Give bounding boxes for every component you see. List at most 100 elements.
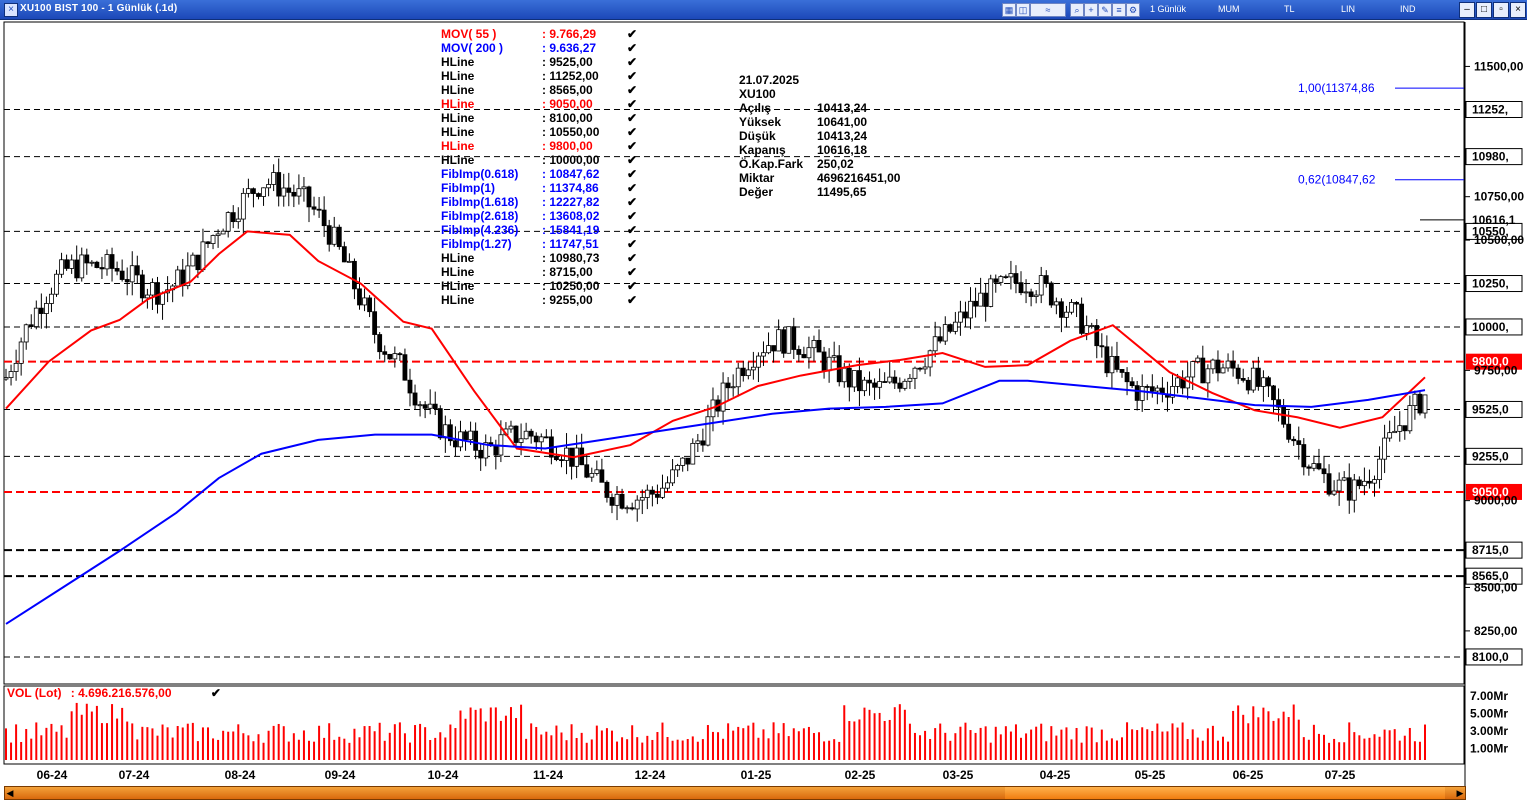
legend-row[interactable]: HLine: 9255,00 ✔	[441, 293, 637, 307]
time-scrollbar[interactable]: ◀ ▶	[4, 786, 1466, 800]
legend-check-icon[interactable]: ✔	[627, 55, 638, 69]
candle	[150, 278, 155, 310]
candle	[594, 460, 600, 476]
legend-row[interactable]: HLine: 8715,00 ✔	[441, 265, 637, 279]
legend-row[interactable]: FibImp(0.618): 10847,62 ✔	[441, 167, 637, 181]
hline-label-5: 9800,0	[1472, 355, 1509, 369]
close-button[interactable]: ×	[1510, 2, 1526, 18]
legend-value: : 10000,00	[542, 153, 600, 167]
legend-row[interactable]: FibImp(2.618): 13608,02 ✔	[441, 209, 637, 223]
candle	[1069, 299, 1074, 315]
candle	[59, 252, 64, 278]
chart-type-icon[interactable]: ▦	[1002, 3, 1016, 17]
y-tick-label-2: 10500,00	[1474, 233, 1524, 247]
period-label[interactable]: 1 Günlük	[1150, 4, 1187, 14]
indicator-label[interactable]: IND	[1400, 4, 1416, 14]
candle	[1346, 463, 1352, 514]
legend-row[interactable]: MOV( 200 ): 9.636,27 ✔	[441, 41, 637, 55]
legend-row[interactable]: HLine: 10550,00 ✔	[441, 125, 637, 139]
legend-check-icon[interactable]: ✔	[627, 223, 638, 237]
zoom-icon[interactable]: ⌕	[1070, 3, 1084, 17]
candle	[437, 405, 443, 440]
legend-check-icon[interactable]: ✔	[627, 83, 638, 97]
legend-row[interactable]: HLine: 9525,00 ✔	[441, 55, 637, 69]
info-label: Kapanış	[739, 143, 786, 157]
scrollbar-thumb[interactable]	[1005, 787, 1445, 799]
legend-check-icon[interactable]: ✔	[627, 293, 638, 307]
legend-row[interactable]: HLine: 8565,00 ✔	[441, 83, 637, 97]
legend-check-icon[interactable]: ✔	[627, 195, 638, 209]
cross-icon[interactable]: +	[1084, 3, 1098, 17]
currency-label[interactable]: TL	[1284, 4, 1295, 14]
candle	[266, 178, 271, 197]
legend-check-icon[interactable]: ✔	[627, 265, 638, 279]
legend-row[interactable]: HLine: 10250,00 ✔	[441, 279, 637, 293]
legend-check-icon[interactable]: ✔	[627, 209, 638, 223]
hline-tag-2: 10550,	[1465, 222, 1523, 240]
fib-icon[interactable]: ≡	[1112, 3, 1126, 17]
info-date: 21.07.2025	[739, 73, 800, 87]
legend-row[interactable]: HLine: 8100,00 ✔	[441, 111, 637, 125]
candle	[1170, 373, 1175, 404]
legend-check-icon[interactable]: ✔	[627, 139, 638, 153]
legend-row[interactable]: HLine: 10000,00 ✔	[441, 153, 637, 167]
indicator-icon[interactable]: ◫	[1016, 3, 1030, 17]
legend-row[interactable]: HLine: 9050,00 ✔	[441, 97, 637, 111]
legend-row[interactable]: MOV( 55 ): 9.766,29 ✔	[441, 27, 637, 41]
legend-check-icon[interactable]: ✔	[627, 97, 638, 111]
candle	[1064, 305, 1069, 328]
legend-check-icon[interactable]: ✔	[627, 69, 638, 83]
legend-check-icon[interactable]: ✔	[627, 111, 638, 125]
settings-icon[interactable]: ⚙	[1126, 3, 1140, 17]
candle-type-label[interactable]: MUM	[1218, 4, 1240, 14]
ma-line-1[interactable]	[5, 379, 1426, 625]
legend-row[interactable]: FibImp(1): 11374,86 ✔	[441, 181, 637, 195]
vol-tick-label-2: 3.00Mr	[1470, 724, 1508, 738]
scroll-right-icon[interactable]: ▶	[1456, 788, 1464, 798]
legend-check-icon[interactable]: ✔	[627, 251, 638, 265]
ma-line-0[interactable]	[5, 230, 1426, 459]
legend-row[interactable]: FibImp(1.27): 11747,51 ✔	[441, 237, 637, 251]
maximize-button[interactable]: □	[1476, 2, 1492, 18]
x-tick-label-4: 10-24	[428, 768, 459, 782]
price-chart[interactable]: 1,00(11374,86 0,62(10847,62 11252, 10980, 1…	[0, 19, 1527, 786]
candle	[680, 457, 686, 472]
scale-label[interactable]: LIN	[1341, 4, 1356, 14]
candle	[735, 362, 741, 397]
legend-check-icon[interactable]: ✔	[627, 41, 638, 55]
candle	[1407, 395, 1413, 434]
legend-value: : 8715,00	[542, 265, 593, 279]
legend-row[interactable]: HLine: 10980,73 ✔	[441, 251, 637, 265]
legend-check-icon[interactable]: ✔	[627, 153, 638, 167]
candle	[1149, 374, 1155, 398]
legend-check-icon[interactable]: ✔	[627, 125, 638, 139]
x-tick-label-10: 04-25	[1040, 768, 1071, 782]
scroll-left-icon[interactable]: ◀	[6, 788, 14, 798]
legend-value: : 10847,62	[542, 167, 600, 181]
minimize-button[interactable]: –	[1459, 2, 1475, 18]
candle	[907, 374, 913, 389]
candle	[952, 311, 958, 335]
candle	[49, 287, 54, 313]
candle	[18, 337, 24, 376]
legend-label: FibImp(1.27)	[441, 237, 512, 251]
candle	[508, 420, 514, 433]
legend-check-icon[interactable]: ✔	[627, 237, 638, 251]
legend-row[interactable]: HLine: 11252,00 ✔	[441, 69, 637, 83]
window-menu-icon[interactable]: ×	[4, 3, 18, 17]
volume-check-icon[interactable]: ✔	[210, 686, 221, 700]
legend-value: : 10250,00	[542, 279, 600, 293]
last-price-label: 10616,1	[1472, 213, 1516, 227]
candle	[190, 252, 196, 267]
legend-check-icon[interactable]: ✔	[627, 167, 638, 181]
y-tick-label-1: 10750,00	[1474, 190, 1524, 204]
legend-row[interactable]: FibImp(4.236): 15841,19 ✔	[441, 223, 637, 237]
legend-row[interactable]: FibImp(1.618): 12227,82 ✔	[441, 195, 637, 209]
period-icon[interactable]: ≈	[1030, 3, 1066, 17]
pen-icon[interactable]: ✎	[1098, 3, 1112, 17]
legend-check-icon[interactable]: ✔	[627, 181, 638, 195]
legend-row[interactable]: HLine: 9800,00 ✔	[441, 139, 637, 153]
legend-check-icon[interactable]: ✔	[627, 27, 638, 41]
restore-button[interactable]: ▫	[1493, 2, 1509, 18]
legend-check-icon[interactable]: ✔	[627, 279, 638, 293]
